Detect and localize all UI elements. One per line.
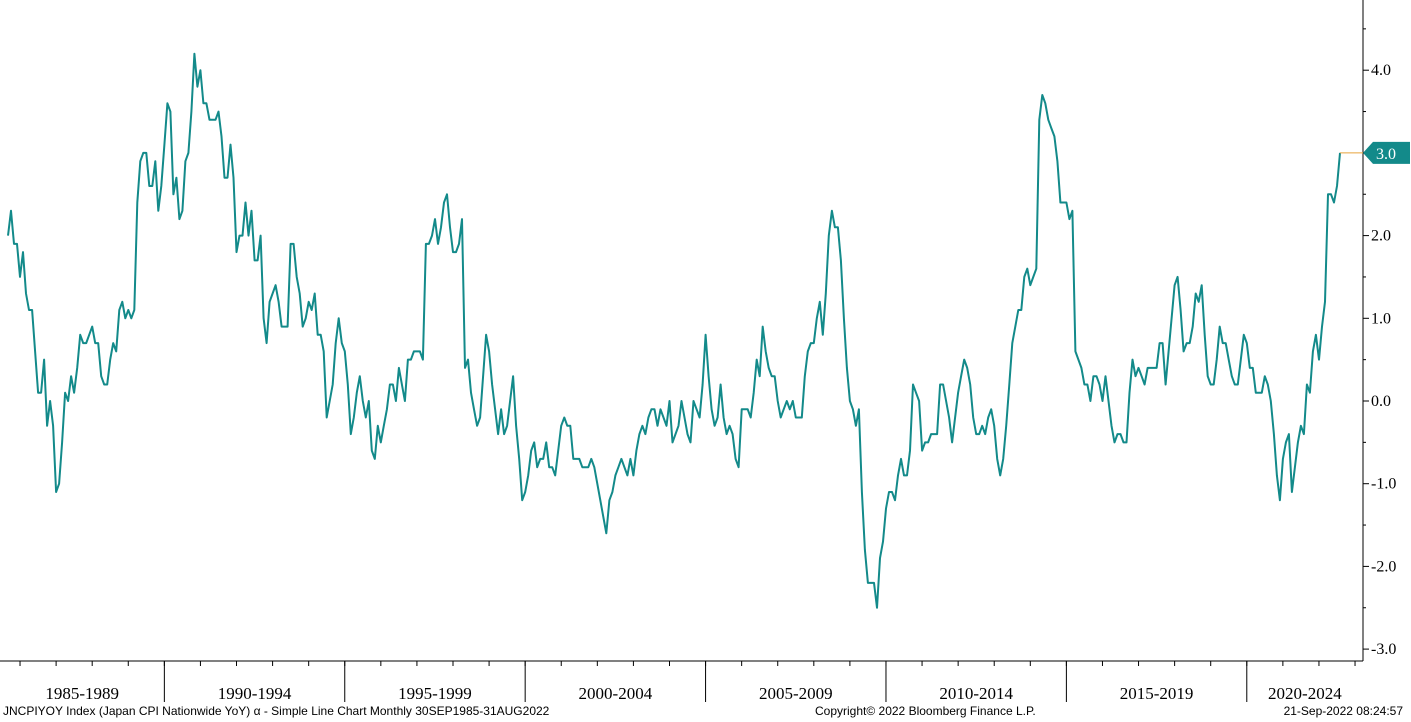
x-category-label: 2015-2019 <box>1120 684 1194 703</box>
footer-timestamp: 21-Sep-2022 08:24:57 <box>1283 704 1403 718</box>
y-tick-label: -3.0 <box>1371 641 1396 658</box>
y-axis: 4.0 2.0 1.0 0.0 -1.0 -2.0 -3.0 <box>1362 0 1396 661</box>
x-category-label: 2000-2004 <box>579 684 653 703</box>
last-value-marker: 3.0 <box>1340 141 1410 164</box>
x-category-label: 1985-1989 <box>45 684 119 703</box>
x-category-label: 2005-2009 <box>759 684 833 703</box>
footer-series-info: JNCPIYOY Index (Japan CPI Nationwide YoY… <box>3 704 550 718</box>
series-layer <box>7 52 1341 609</box>
x-category-label: 2010-2014 <box>939 684 1013 703</box>
x-axis: 1985-1989 1990-1994 1995-1999 2000-2004 2005… <box>0 660 1363 703</box>
series-line <box>7 52 1341 609</box>
x-category-label: 2020-2024 <box>1268 684 1342 703</box>
x-category-label: 1990-1994 <box>218 684 292 703</box>
x-category-label: 1995-1999 <box>398 684 472 703</box>
last-value-label: 3.0 <box>1376 146 1396 163</box>
y-tick-label: 1.0 <box>1371 310 1391 327</box>
y-tick-label: 0.0 <box>1371 393 1391 410</box>
footer-copyright: Copyright© 2022 Bloomberg Finance L.P. <box>815 704 1036 718</box>
y-tick-label: -1.0 <box>1371 476 1396 493</box>
y-tick-label: 2.0 <box>1371 228 1391 245</box>
last-value-tag <box>1363 141 1410 164</box>
y-tick-label: -2.0 <box>1371 558 1396 575</box>
y-tick-label: 4.0 <box>1371 62 1391 79</box>
